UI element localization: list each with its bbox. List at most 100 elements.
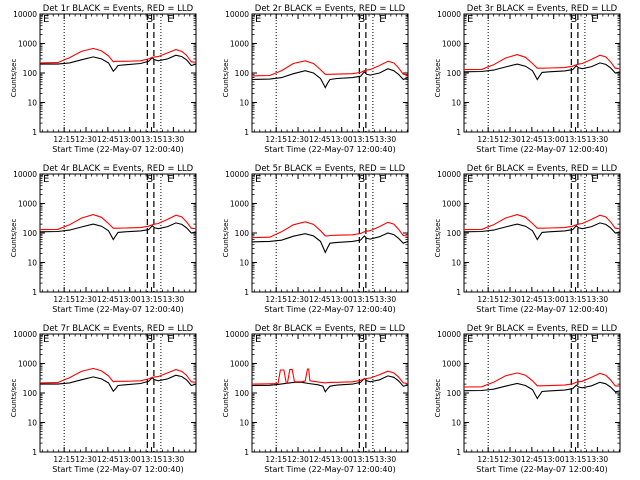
x-tick-label: 12:15 — [265, 455, 287, 464]
events-series-line — [40, 54, 197, 73]
lld-series-line — [251, 221, 409, 239]
y-tick-label: 10 — [451, 259, 461, 268]
y-tick-label: 1 — [244, 128, 249, 137]
y-tick-label: 100 — [235, 69, 250, 78]
axes-frame — [463, 333, 621, 453]
start-marker-label: S — [571, 334, 577, 345]
lld-series-line — [39, 367, 197, 384]
y-axis-label: Counts/sec — [10, 379, 18, 418]
y-tick-label: 1000 — [442, 40, 461, 49]
x-tick-label: 12:45 — [97, 455, 119, 464]
x-tick-label: 12:45 — [521, 295, 543, 304]
panel-det-7: Det 7r BLACK = Events, RED = LLD 1 10 100 10… — [10, 324, 197, 474]
start-marker-label: S — [147, 14, 153, 25]
x-tick-label: 12:15 — [265, 135, 287, 144]
y-tick-label: 10000 — [13, 330, 37, 339]
x-axis-label: Start Time (22-May-07 12:00:40) — [476, 145, 607, 154]
x-tick-label: 13:30 — [587, 295, 609, 304]
x-tick-label: 13:00 — [331, 295, 353, 304]
y-tick-label: 1000 — [18, 200, 37, 209]
end-marker-label: E — [167, 14, 173, 25]
x-tick-label: 13:00 — [119, 455, 141, 464]
y-tick-label: 1 — [244, 288, 249, 297]
panel-title: Det 2r BLACK = Events, RED = LLD — [255, 4, 406, 14]
x-tick-label: 12:45 — [309, 135, 331, 144]
y-tick-label: 10 — [27, 419, 37, 428]
x-axis-label: Start Time (22-May-07 12:00:40) — [476, 465, 607, 474]
panel-det-4: Det 4r BLACK = Events, RED = LLD 1 10 100 10… — [10, 164, 197, 314]
y-tick-label: 10 — [451, 419, 461, 428]
start-marker-label: S — [359, 174, 365, 185]
edge-marker-label: E — [467, 334, 473, 345]
panel-det-5: Det 5r BLACK = Events, RED = LLD 1 10 100 10… — [222, 164, 409, 314]
x-tick-label: 12:15 — [477, 455, 499, 464]
start-marker-label: S — [359, 14, 365, 25]
x-axis-label: Start Time (22-May-07 12:00:40) — [52, 305, 183, 314]
start-marker-label: S — [571, 14, 577, 25]
x-tick-label: 13:00 — [331, 455, 353, 464]
x-tick-label: 12:30 — [75, 455, 97, 464]
panel-title: Det 8r BLACK = Events, RED = LLD — [255, 324, 406, 334]
y-tick-label: 1 — [456, 128, 461, 137]
y-tick-label: 10 — [451, 99, 461, 108]
y-tick-label: 1 — [32, 448, 37, 457]
events-series-line — [463, 381, 621, 400]
y-tick-label: 1000 — [230, 360, 249, 369]
y-tick-label: 10000 — [437, 330, 461, 339]
y-tick-label: 1000 — [18, 40, 37, 49]
x-tick-label: 13:15 — [141, 295, 163, 304]
x-tick-label: 12:45 — [97, 295, 119, 304]
edge-marker-label: E — [255, 174, 261, 185]
y-tick-label: 1 — [32, 128, 37, 137]
x-tick-label: 12:30 — [287, 135, 309, 144]
events-series-line — [40, 374, 197, 393]
start-marker-label: S — [147, 174, 153, 185]
x-tick-label: 13:00 — [119, 295, 141, 304]
y-axis-label: Counts/sec — [434, 219, 442, 258]
edge-marker-label: E — [255, 14, 261, 25]
axes-frame — [251, 333, 409, 453]
panel-det-3: Det 3r BLACK = Events, RED = LLD 1 10 100 10… — [434, 4, 621, 154]
y-axis-label: Counts/sec — [10, 59, 18, 98]
panel-title: Det 4r BLACK = Events, RED = LLD — [43, 164, 194, 174]
x-tick-label: 13:30 — [587, 135, 609, 144]
x-tick-label: 13:30 — [163, 455, 185, 464]
y-tick-label: 1000 — [18, 360, 37, 369]
x-tick-label: 12:15 — [477, 135, 499, 144]
events-series-line — [251, 232, 409, 254]
lld-series-line — [463, 214, 621, 231]
y-tick-label: 100 — [447, 229, 462, 238]
y-axis-label: Counts/sec — [434, 379, 442, 418]
x-tick-label: 13:15 — [141, 455, 163, 464]
panel-det-2: Det 2r BLACK = Events, RED = LLD 1 10 100 10… — [222, 4, 409, 154]
x-tick-label: 12:15 — [53, 135, 75, 144]
x-tick-label: 12:30 — [499, 455, 521, 464]
x-tick-label: 13:30 — [163, 135, 185, 144]
x-tick-label: 12:30 — [287, 295, 309, 304]
end-marker-label: E — [167, 334, 173, 345]
panel-title: Det 1r BLACK = Events, RED = LLD — [43, 4, 194, 14]
y-tick-label: 1000 — [442, 360, 461, 369]
y-tick-label: 10000 — [225, 330, 249, 339]
y-tick-label: 100 — [235, 389, 250, 398]
lld-series-line — [39, 214, 197, 231]
x-tick-label: 13:15 — [565, 295, 587, 304]
y-tick-label: 1 — [244, 448, 249, 457]
y-tick-label: 100 — [23, 69, 38, 78]
x-tick-label: 13:00 — [543, 135, 565, 144]
x-tick-label: 13:15 — [353, 455, 375, 464]
x-tick-label: 13:30 — [375, 455, 397, 464]
y-tick-label: 10000 — [437, 10, 461, 19]
start-marker-label: S — [147, 334, 153, 345]
panel-title: Det 6r BLACK = Events, RED = LLD — [467, 164, 618, 174]
x-tick-label: 13:15 — [353, 295, 375, 304]
end-marker-label: E — [379, 334, 385, 345]
x-tick-label: 12:45 — [309, 455, 331, 464]
x-axis-label: Start Time (22-May-07 12:00:40) — [52, 145, 183, 154]
edge-marker-label: E — [43, 334, 49, 345]
end-marker-label: E — [167, 174, 173, 185]
y-tick-label: 1 — [456, 448, 461, 457]
y-tick-label: 1000 — [230, 200, 249, 209]
y-axis-label: Counts/sec — [10, 219, 18, 258]
